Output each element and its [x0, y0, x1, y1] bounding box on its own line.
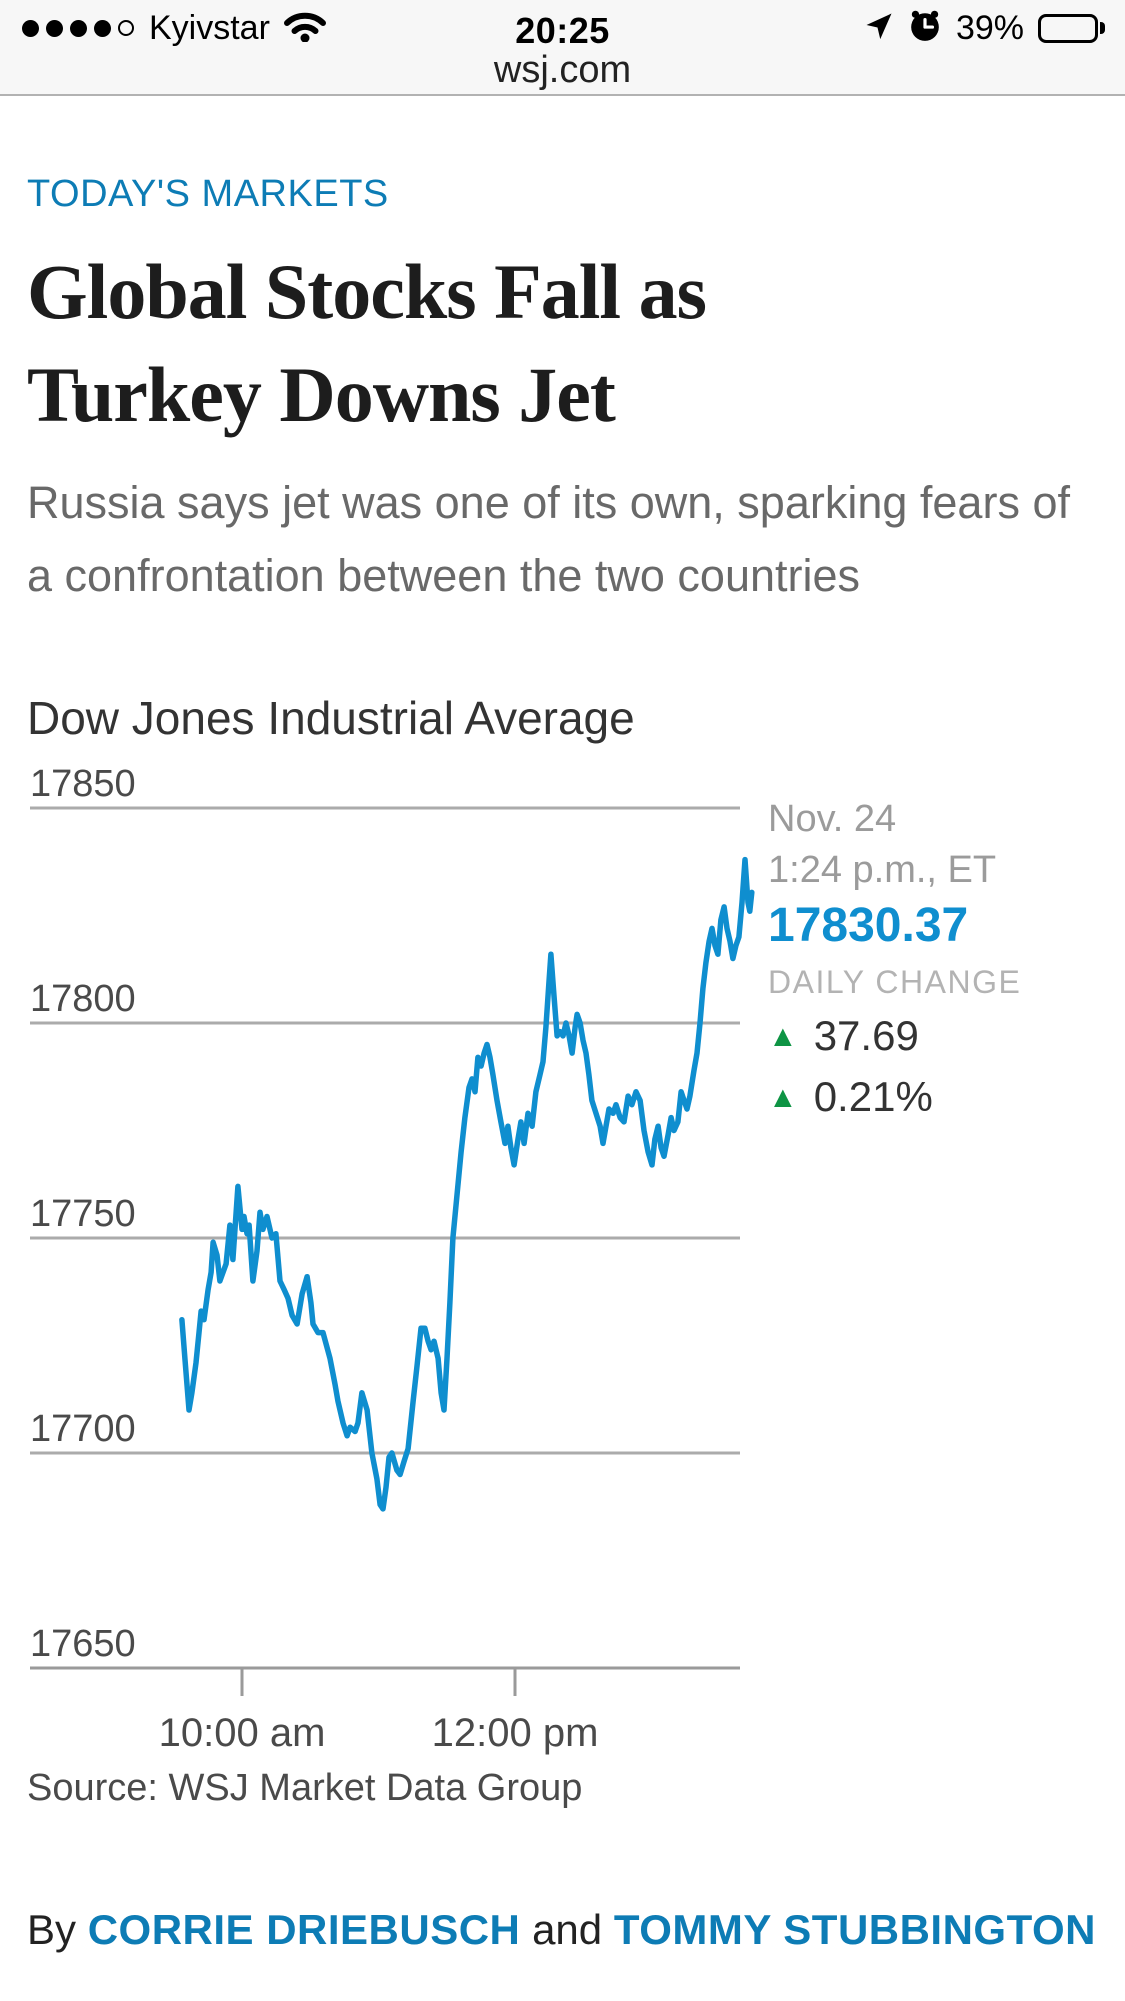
y-tick-label: 17850 — [30, 763, 136, 805]
signal-dot — [22, 19, 39, 37]
x-tick-label: 12:00 pm — [432, 1711, 599, 1755]
article-dek: Russia says jet was one of its own, spar… — [27, 477, 1070, 601]
section-kicker[interactable]: TODAY'S MARKETS — [27, 173, 389, 215]
byline-conjunction: and — [532, 1906, 603, 1953]
status-right: 39% — [864, 9, 1105, 48]
author-link-1[interactable]: CORRIE DRIEBUSCH — [87, 1906, 521, 1953]
status-clock: 20:25 — [515, 10, 610, 51]
safari-url-bar[interactable]: wsj.com — [493, 49, 632, 91]
signal-dot — [94, 19, 111, 37]
y-tick-label: 17700 — [30, 1408, 136, 1450]
status-bar: Kyivstar 20:25 — [0, 0, 1125, 51]
browser-chrome: Kyivstar 20:25 — [0, 0, 1125, 96]
signal-dot — [46, 19, 63, 37]
battery-percent-label: 39% — [955, 8, 1024, 47]
dow-chart: 17850 17800 17750 17700 17650 10:00 am 12:00 p… — [30, 763, 755, 1755]
y-tick-label: 17650 — [30, 1623, 136, 1665]
up-triangle-icon: ▲ — [768, 1081, 798, 1114]
chrome-divider — [0, 94, 1125, 96]
headline-line-2: Turkey Downs Jet — [27, 351, 616, 438]
dow-chart-block: 17850 17800 17750 17700 17650 10:00 am 12:00 p… — [27, 748, 1098, 1758]
price-line — [179, 856, 755, 1512]
author-link-2[interactable]: TOMMY STUBBINGTON — [613, 1906, 1097, 1953]
daily-change-label: DAILY CHANGE — [768, 964, 1022, 1000]
article-headline: Global Stocks Fall as Turkey Downs Jet — [27, 240, 1098, 446]
cell-signal-dots-icon — [22, 19, 134, 37]
status-left: Kyivstar — [22, 9, 327, 48]
byline: By CORRIE DRIEBUSCH and TOMMY STUBBINGTO… — [27, 1904, 1098, 1956]
change-absolute: ▲ 37.69 — [768, 1012, 919, 1059]
y-tick-label: 17750 — [30, 1193, 136, 1235]
carrier-label: Kyivstar — [149, 8, 270, 47]
signal-dot — [70, 19, 87, 37]
quote-last-value: 17830.37 — [768, 899, 969, 952]
signal-dot — [118, 20, 134, 36]
up-triangle-icon: ▲ — [768, 1020, 798, 1053]
change-percent: ▲ 0.21% — [768, 1073, 933, 1120]
battery-icon — [1038, 13, 1105, 43]
wifi-icon — [283, 10, 327, 47]
chart-title: Dow Jones Industrial Average — [27, 692, 635, 744]
y-tick-label: 17800 — [30, 978, 136, 1020]
alarm-clock-icon — [908, 9, 942, 48]
x-tick-label: 10:00 am — [159, 1711, 326, 1755]
headline-line-1: Global Stocks Fall as — [27, 248, 707, 335]
quote-date: Nov. 24 — [768, 798, 897, 840]
byline-prefix: By — [27, 1906, 77, 1953]
quote-panel: Nov. 24 1:24 p.m., ET 17830.37 DAILY CHA… — [768, 794, 1021, 1130]
location-arrow-icon — [864, 11, 894, 46]
chart-source: Source: WSJ Market Data Group — [27, 1767, 583, 1809]
article-content: TODAY'S MARKETS Global Stocks Fall as Tu… — [0, 170, 1125, 1956]
quote-time: 1:24 p.m., ET — [768, 849, 997, 891]
